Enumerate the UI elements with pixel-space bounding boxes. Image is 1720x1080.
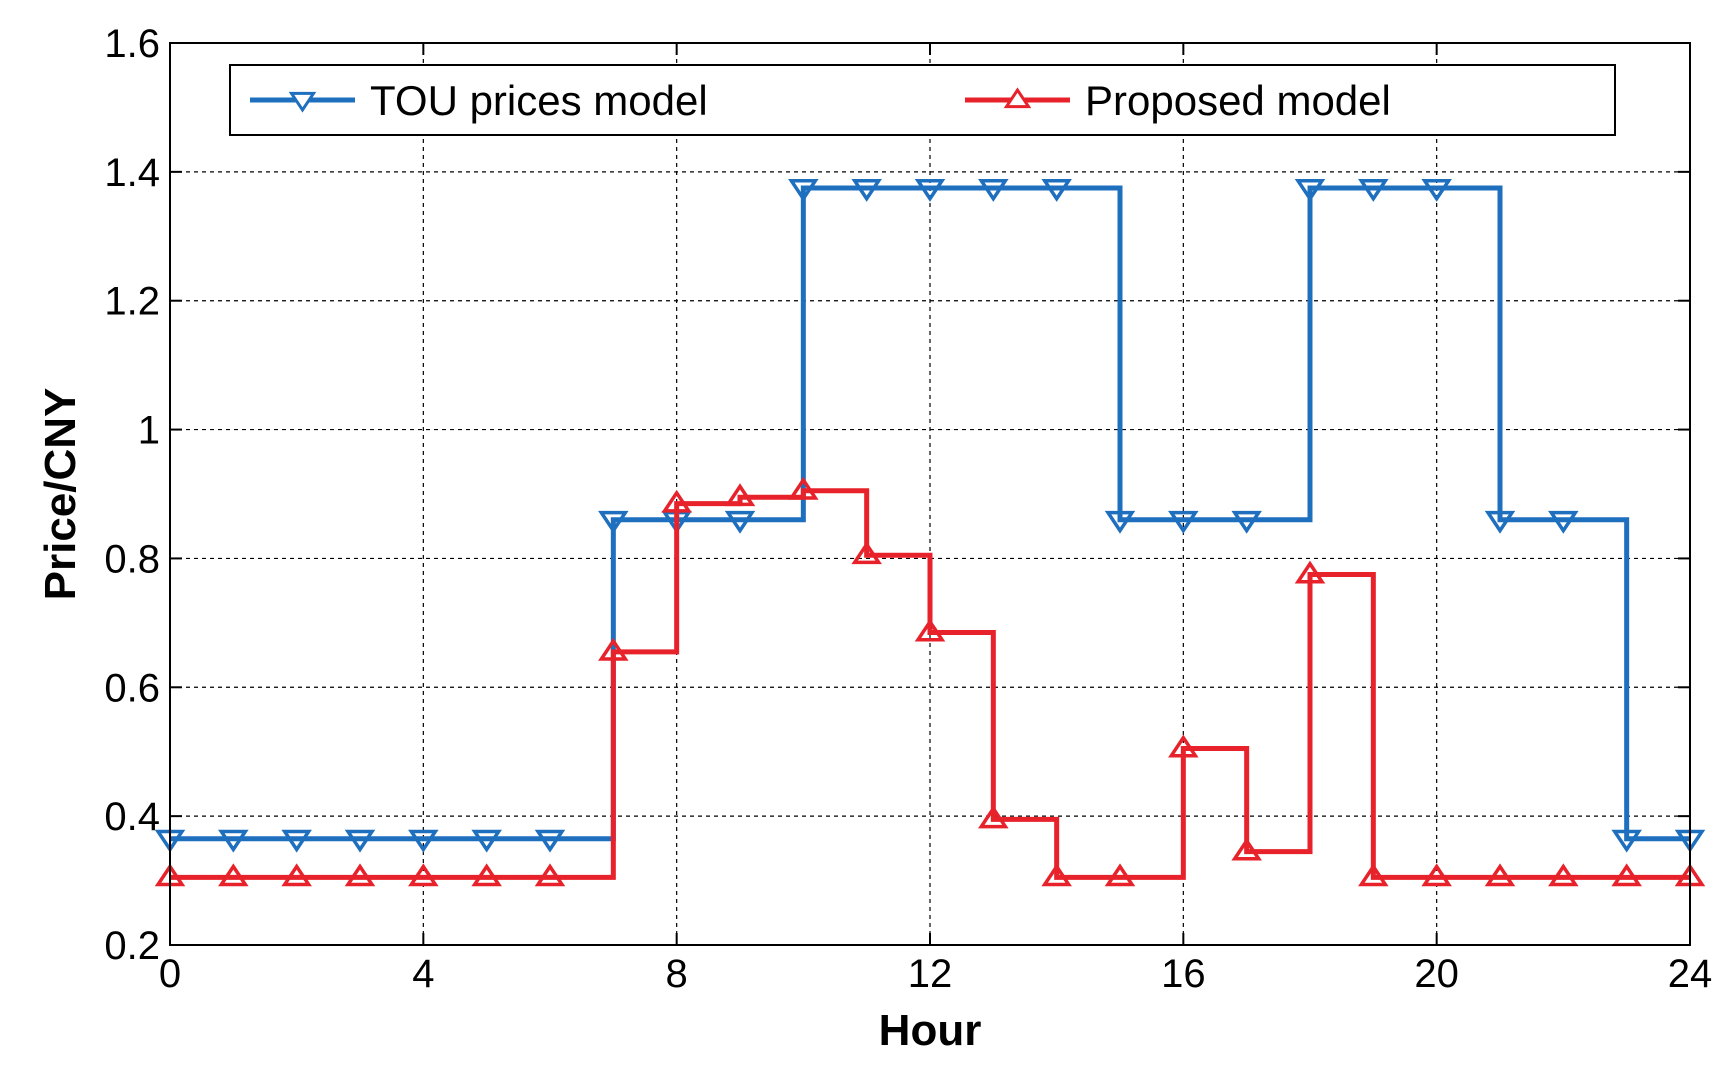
axis-ticks (169, 42, 1691, 946)
y-tick-label: 1 (138, 409, 160, 453)
series-proposed (154, 476, 1706, 887)
series-line (170, 185, 1690, 842)
data-point (1231, 837, 1262, 861)
y-tick-label: 0.8 (104, 537, 160, 581)
legend-item-tou: TOU prices model (250, 77, 708, 124)
series-tou (154, 179, 1706, 853)
x-tick-label: 20 (1414, 952, 1459, 996)
data-point (1484, 510, 1516, 534)
data-point (281, 863, 312, 887)
data-point (598, 637, 629, 661)
y-tick-label: 1.6 (104, 22, 160, 66)
data-point (218, 863, 249, 887)
data-point (1421, 179, 1452, 202)
legend-box (229, 64, 1616, 136)
data-point (1104, 863, 1136, 887)
data-point (1294, 560, 1326, 584)
x-tick-label: 8 (666, 952, 688, 996)
data-point (1168, 734, 1199, 758)
x-axis-title: Hour (879, 1006, 982, 1055)
data-point (1294, 179, 1326, 202)
data-point (218, 829, 249, 853)
data-point (1421, 863, 1452, 887)
data-point (724, 483, 756, 507)
series-line (170, 488, 1690, 880)
data-point (1548, 510, 1579, 534)
data-point (788, 476, 819, 500)
data-point (1358, 179, 1389, 202)
data-point (1548, 863, 1579, 887)
data-point (598, 510, 629, 534)
data-point (344, 863, 376, 887)
data-point (724, 510, 756, 534)
data-point (344, 829, 376, 853)
x-tick-label: 12 (908, 952, 953, 996)
data-point (471, 829, 502, 853)
data-point (1611, 863, 1642, 887)
triangle-down-icon (288, 91, 317, 113)
y-tick-label: 0.6 (104, 666, 160, 710)
data-point (1168, 510, 1199, 534)
legend-label-tou: TOU prices model (370, 77, 708, 124)
triangle-up-icon (1003, 87, 1032, 109)
data-point (471, 863, 502, 887)
data-point (1104, 510, 1136, 534)
grid-lines (170, 43, 1690, 945)
data-point (914, 179, 946, 202)
y-tick-label: 0.4 (104, 795, 160, 839)
data-point (534, 863, 566, 887)
x-tick-label: 0 (159, 952, 181, 996)
data-point (408, 863, 439, 887)
data-point (978, 179, 1009, 202)
x-tick-label: 24 (1668, 952, 1713, 996)
data-point (788, 179, 819, 202)
data-point (978, 805, 1009, 829)
data-point (1611, 829, 1642, 853)
data-point (914, 618, 946, 642)
data-point (1484, 863, 1516, 887)
y-axis-title: Price/CNY (36, 388, 85, 601)
data-point (1358, 863, 1389, 887)
axis-tick-labels: 0 4 8 12 16 20 24 0.2 0.4 0.6 0.8 1 1.2 1.4 1.6 (104, 22, 1712, 996)
x-tick-label: 4 (412, 952, 434, 996)
data-point (851, 179, 882, 202)
data-point (1041, 863, 1072, 887)
data-point (408, 829, 439, 853)
data-point (661, 489, 692, 513)
data-point (534, 829, 566, 853)
y-tick-label: 0.2 (104, 924, 160, 968)
legend: TOU prices model Proposed model (229, 64, 1616, 136)
legend-label-proposed: Proposed model (1085, 77, 1391, 124)
data-point (1231, 510, 1262, 534)
data-point (1041, 179, 1072, 202)
y-tick-label: 1.2 (104, 280, 160, 324)
legend-item-proposed: Proposed model (965, 77, 1391, 124)
series-layer (154, 179, 1706, 887)
x-tick-label: 16 (1161, 952, 1206, 996)
data-point (281, 829, 312, 853)
y-tick-label: 1.4 (104, 151, 160, 195)
data-point (851, 541, 882, 565)
